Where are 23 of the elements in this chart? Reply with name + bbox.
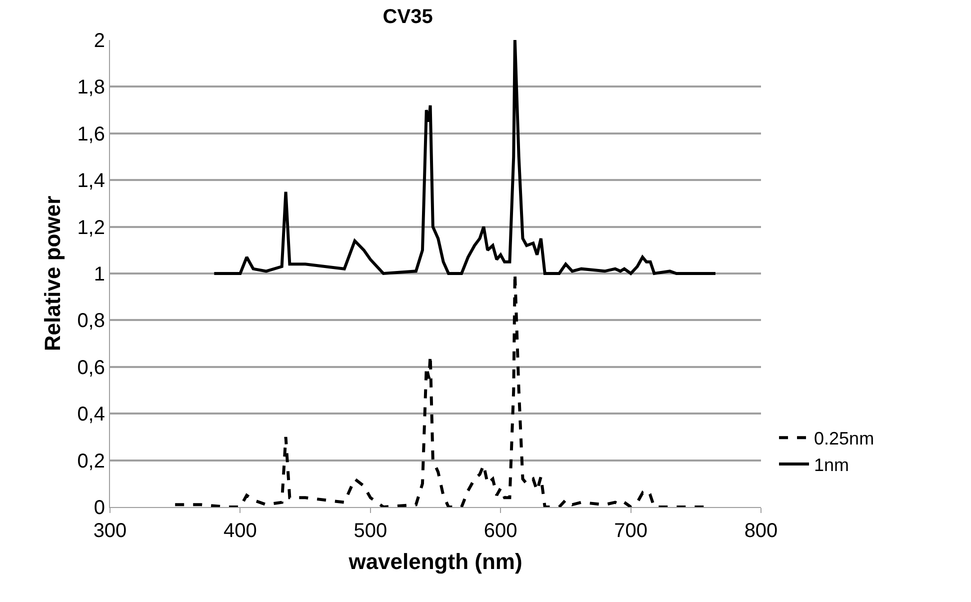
y-tick-label: 1,4 [77,170,105,192]
y-tick-label: 1,2 [77,216,105,239]
y-tick-label: 0 [94,497,105,519]
x-tick-label: 600 [484,520,518,542]
x-tick-label: 400 [224,520,257,542]
y-tick-label: 2 [94,30,105,52]
legend-label: 0.25nm [814,428,874,449]
legend-label: 1nm [814,455,850,476]
y-tick-label: 1 [94,264,105,286]
y-tick-label: 0,8 [77,310,105,332]
x-tick-label: 500 [354,520,388,542]
y-axis-title: Relative power [40,195,65,352]
x-axis-title: wavelength (nm) [348,548,522,574]
chart-title: CV35 [382,6,433,28]
x-tick-label: 700 [614,520,648,542]
y-tick-label: 0,6 [77,356,105,379]
line-series [212,40,717,275]
y-tick-label: 0,4 [77,404,105,426]
y-tick-label: 1,6 [77,123,105,146]
y-tick-label: 1,8 [77,76,105,99]
y-tick-label: 0,2 [77,450,105,472]
x-tick-label: 800 [744,520,778,542]
x-tick-label: 300 [93,520,127,542]
